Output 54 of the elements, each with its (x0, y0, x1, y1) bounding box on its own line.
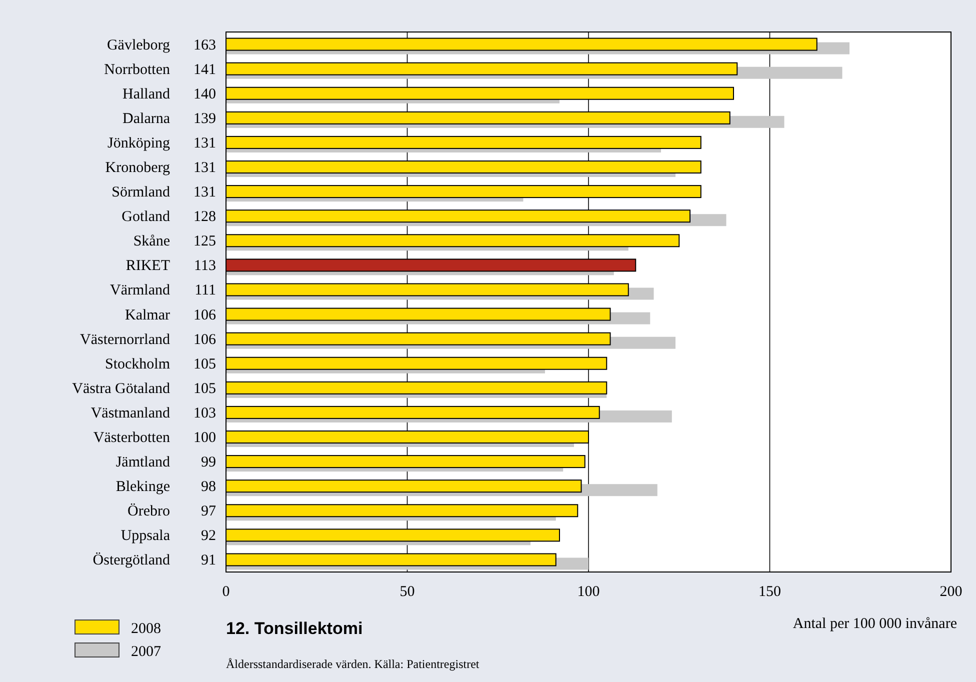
y-tick-label: Östergötland (92, 552, 170, 569)
data-label: 113 (194, 258, 216, 274)
data-label: 141 (194, 62, 216, 78)
x-tick-label: 50 (400, 584, 415, 600)
y-tick-label: Jönköping (107, 135, 170, 152)
y-tick-label: Västra Götaland (72, 380, 170, 397)
data-label: 98 (201, 479, 216, 496)
x-tick-label: 200 (940, 584, 962, 600)
y-tick-label: Norrbotten (104, 62, 170, 78)
y-tick-label: Gotland (122, 209, 170, 226)
y-tick-label: Kalmar (125, 307, 170, 324)
data-label: 103 (194, 405, 216, 422)
y-tick-label: Dalarna (122, 110, 170, 127)
y-tick-label: Värmland (110, 282, 170, 299)
data-label: 106 (194, 307, 216, 324)
legend-label: 2007 (131, 644, 162, 660)
data-label: 105 (194, 356, 216, 372)
y-tick-label: Örebro (128, 502, 170, 520)
x-tick-label: 150 (758, 584, 781, 600)
y-tick-label: Västernorrland (80, 332, 170, 348)
y-tick-label: Halland (122, 86, 170, 102)
data-label: 131 (194, 184, 216, 201)
data-label: 140 (194, 86, 216, 102)
data-label: 131 (194, 135, 216, 152)
data-label: 99 (201, 454, 216, 471)
data-label: 105 (194, 380, 216, 397)
data-label: 128 (194, 209, 216, 226)
y-tick-label: Jämtland (116, 454, 170, 471)
y-tick-label: Uppsala (120, 528, 170, 544)
y-tick-label: Kronoberg (105, 160, 170, 176)
data-label: 139 (194, 110, 216, 127)
x-tick-label: 100 (577, 584, 600, 600)
x-tick-label: 0 (222, 584, 230, 600)
y-tick-label: Sörmland (112, 184, 170, 201)
y-tick-label: Skåne (133, 234, 170, 250)
data-label: 106 (194, 332, 216, 348)
text: 12. Tonsillektomi (226, 619, 363, 638)
y-tick-label: Stockholm (104, 356, 170, 372)
text: Åldersstandardiserade värden. Källa: Patientregistret (226, 657, 480, 671)
data-label: 91 (201, 552, 216, 569)
y-tick-label: RIKET (126, 258, 170, 274)
data-label: 111 (194, 282, 216, 299)
y-tick-label: Blekinge (116, 479, 170, 496)
y-tick-label: Västerbotten (93, 430, 170, 446)
x-axis-title: Antal per 100 000 invånare (792, 616, 958, 632)
data-label: 131 (194, 160, 216, 176)
legend-label: 2008 (131, 621, 161, 637)
y-tick-label: Västmanland (90, 405, 170, 422)
y-tick-label: Gävleborg (106, 37, 170, 54)
data-label: 92 (201, 528, 216, 544)
data-label: 97 (201, 504, 216, 520)
data-label: 125 (194, 234, 216, 250)
data-label: 100 (194, 430, 216, 446)
data-label: 163 (194, 37, 216, 54)
